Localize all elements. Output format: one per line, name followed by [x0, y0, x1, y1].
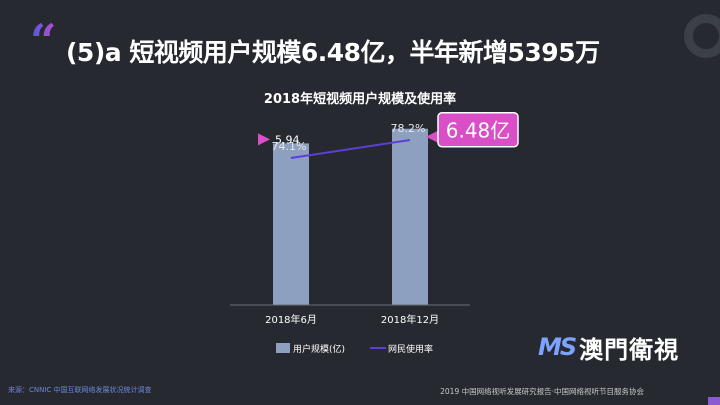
logo-cn-text: 澳門衛視 — [579, 334, 680, 364]
x-tick-label: 2018年12月 — [381, 313, 439, 326]
bar-data-label-highlight: 6.48亿 — [446, 119, 511, 143]
accent-bar — [708, 397, 720, 405]
usage-line — [290, 139, 411, 159]
channel-logo: MS 澳門衛視 — [538, 328, 686, 366]
legend-label-bar: 用户规模(亿) — [293, 343, 345, 355]
callout-box — [437, 111, 519, 148]
callout-pointer — [426, 130, 438, 143]
x-tick-label: 2018年6月 — [265, 313, 317, 326]
bar-data-label: 5.94 — [275, 133, 300, 146]
bar-1 — [273, 143, 309, 305]
bar-2 — [392, 128, 428, 305]
quote-mark: “ — [30, 14, 57, 68]
legend-swatch-bar — [276, 343, 290, 353]
chart-title: 2018年短视频用户规模及使用率 — [263, 92, 457, 107]
legend-label-line: 网民使用率 — [388, 343, 433, 355]
page-title: (5)a 短视频用户规模6.48亿，半年新增5395万 — [66, 38, 600, 67]
pointer-icon — [258, 133, 270, 146]
report-org: 2019 中国网络视听发展研究报告·中国网络视听节目服务协会 — [440, 387, 644, 396]
logo-ms-text: MS — [538, 333, 577, 361]
line-data-label: 74.1% — [272, 140, 307, 153]
line-data-label: 78.2% — [391, 122, 426, 135]
source-note: 来源：CNNIC 中国互联网络发展状况统计调查 — [8, 386, 152, 394]
